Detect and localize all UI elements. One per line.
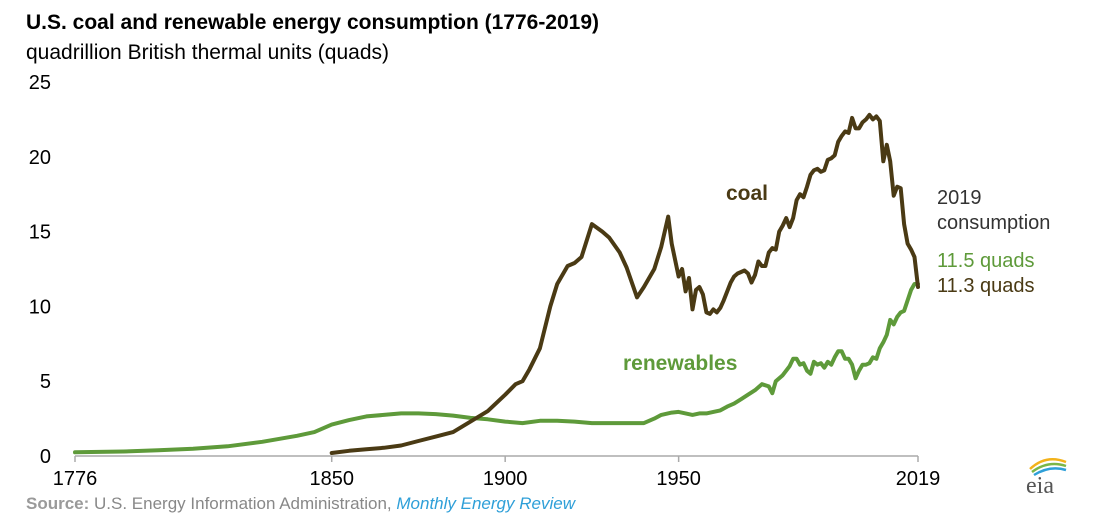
annotation-heading-label: consumption — [937, 212, 1050, 234]
eia-logo-icon: eia — [1026, 457, 1067, 496]
source-publication-link[interactable]: Monthly Energy Review — [396, 494, 575, 513]
series-group — [73, 112, 920, 455]
annotation-coal-value: 11.3 quads — [937, 275, 1035, 297]
y-tick-label: 10 — [29, 296, 51, 318]
chart-subtitle: quadrillion British thermal units (quads… — [26, 41, 389, 64]
chart-title: U.S. coal and renewable energy consumpti… — [26, 11, 600, 34]
annotation-heading-year: 2019 — [937, 187, 982, 209]
series-line-renewables — [73, 282, 920, 455]
series-label-renewables: renewables — [623, 352, 737, 375]
y-tick-label: 0 — [40, 446, 51, 468]
annotation-renewables-value: 11.5 quads — [937, 250, 1035, 272]
x-tick-label: 2019 — [896, 468, 941, 490]
series-line-coal — [329, 112, 920, 455]
x-tick-label: 1850 — [309, 468, 354, 490]
y-axis-ticks: 0 5 10 15 20 25 — [29, 72, 51, 468]
series-label-coal: coal — [726, 182, 768, 205]
y-tick-label: 15 — [29, 222, 51, 244]
eia-logo-text: eia — [1026, 473, 1054, 496]
source-text: U.S. Energy Information Administration, — [89, 494, 397, 513]
source-label: Source: — [26, 494, 90, 513]
y-tick-label: 5 — [40, 371, 51, 393]
y-tick-label: 20 — [29, 147, 51, 169]
x-tick-label: 1900 — [483, 468, 528, 490]
x-axis-ticks: 1776 1850 1900 1950 2019 — [53, 456, 941, 490]
y-tick-label: 25 — [29, 72, 51, 94]
source-note: Source: U.S. Energy Information Administ… — [26, 494, 575, 514]
x-tick-label: 1776 — [53, 468, 98, 490]
x-tick-label: 1950 — [656, 468, 701, 490]
